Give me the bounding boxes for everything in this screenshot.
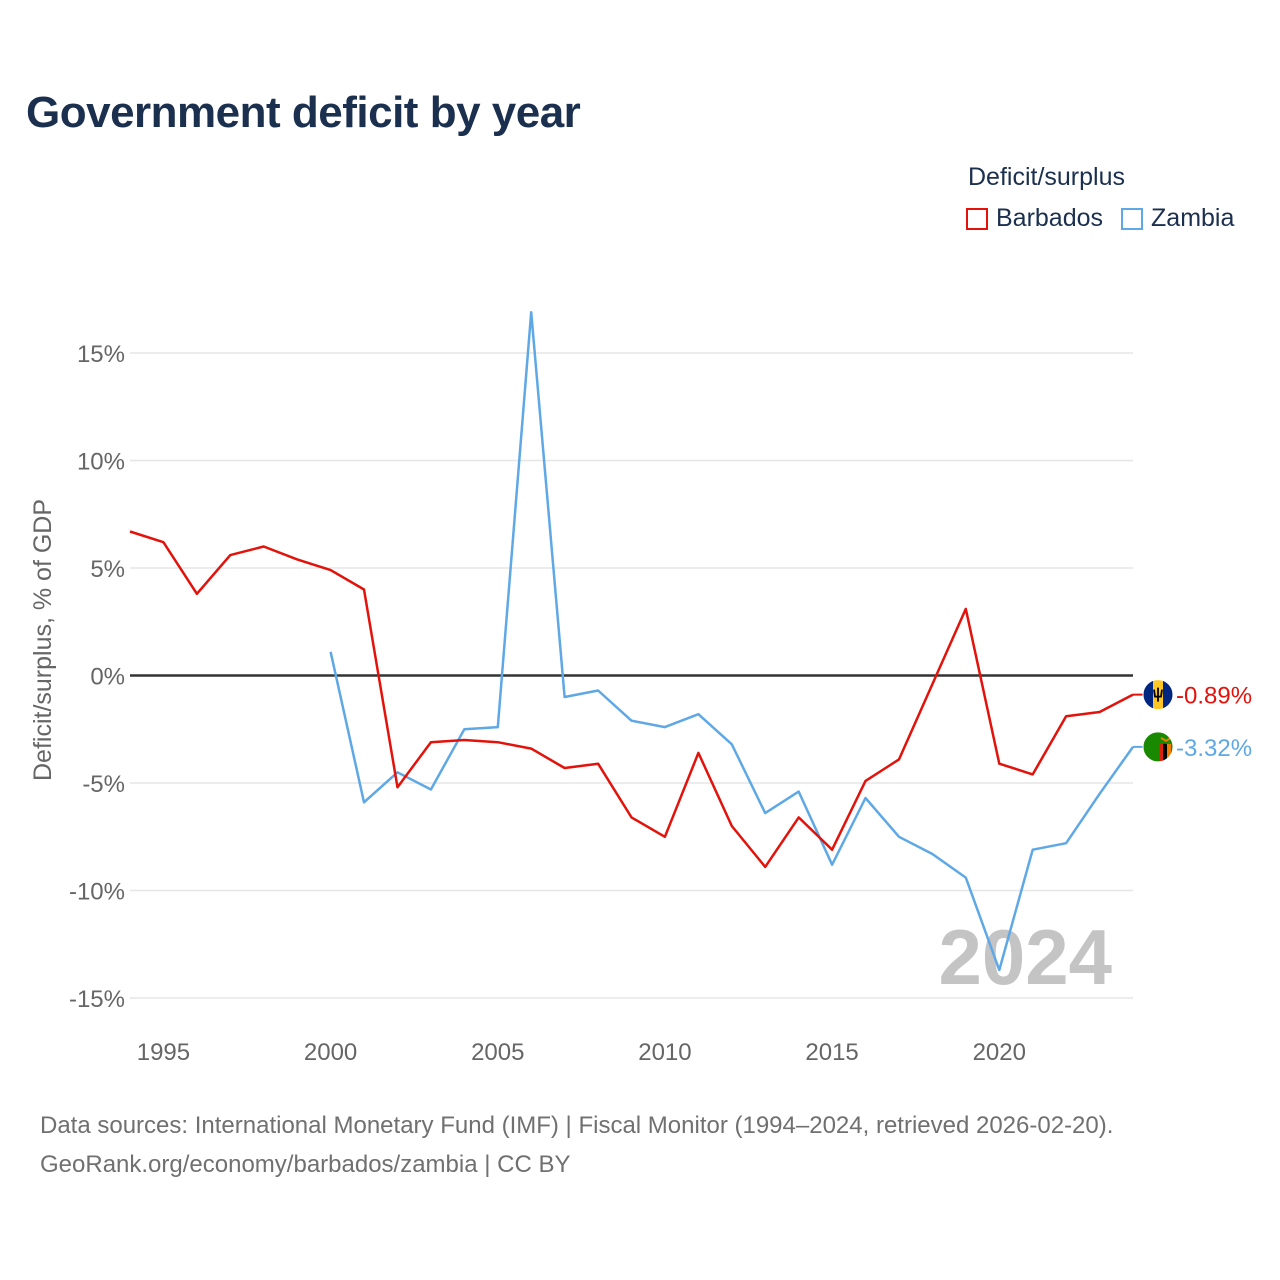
legend-swatch-barbados (966, 207, 988, 230)
y-tick-label: -15% (69, 986, 125, 1013)
legend-label-barbados: Barbados (996, 204, 1104, 232)
source-note: Data sources: International Monetary Fun… (40, 1106, 1113, 1184)
zambia-flag-icon (1142, 731, 1174, 763)
y-tick-label: -10% (69, 879, 125, 906)
legend-title: Deficit/surplus (968, 163, 1125, 191)
y-tick-label: 10% (77, 449, 125, 476)
y-axis-label: Deficit/surplus, % of GDP (29, 499, 57, 781)
legend-item-zambia[interactable]: Zambia (1121, 204, 1234, 233)
chart-title: Government deficit by year (26, 88, 581, 137)
series-line-barbados[interactable] (129, 530, 1134, 869)
x-tick-label: 2010 (638, 1039, 691, 1066)
source-line-2[interactable]: GeoRank.org/economy/barbados/zambia | CC… (40, 1151, 571, 1178)
x-axis-ticks: 1995 2000 2005 2010 2015 2020 (137, 1039, 1026, 1066)
legend-item-barbados[interactable]: Barbados (966, 204, 1103, 233)
y-axis-ticks: 15% 10% 5% 0% -5% -10% -15% (69, 341, 125, 1013)
end-value-label-zambia: -3.32% (1176, 735, 1252, 762)
x-tick-label: 2000 (304, 1039, 357, 1066)
x-tick-label: 2005 (471, 1039, 524, 1066)
y-tick-label: 15% (77, 341, 125, 368)
legend: Barbados Zambia (966, 204, 1234, 233)
end-value-label-barbados: -0.89% (1176, 683, 1252, 710)
grid-lines (130, 352, 1133, 999)
y-tick-label: -5% (82, 771, 125, 798)
barbados-flag-icon (1142, 679, 1174, 711)
y-tick-label: 5% (90, 556, 125, 583)
x-tick-label: 1995 (137, 1039, 190, 1066)
source-line-1: Data sources: International Monetary Fun… (40, 1112, 1114, 1139)
series-line-zambia[interactable] (329, 310, 1135, 972)
series-lines (129, 310, 1135, 972)
year-watermark: 2024 (938, 913, 1112, 1001)
legend-swatch-zambia (1121, 207, 1144, 230)
series-end-labels: -0.89% -3.32% (1133, 679, 1252, 763)
x-tick-label: 2015 (805, 1039, 858, 1066)
y-tick-label: 0% (90, 664, 125, 691)
x-tick-label: 2020 (973, 1039, 1026, 1066)
legend-label-zambia: Zambia (1151, 204, 1235, 232)
